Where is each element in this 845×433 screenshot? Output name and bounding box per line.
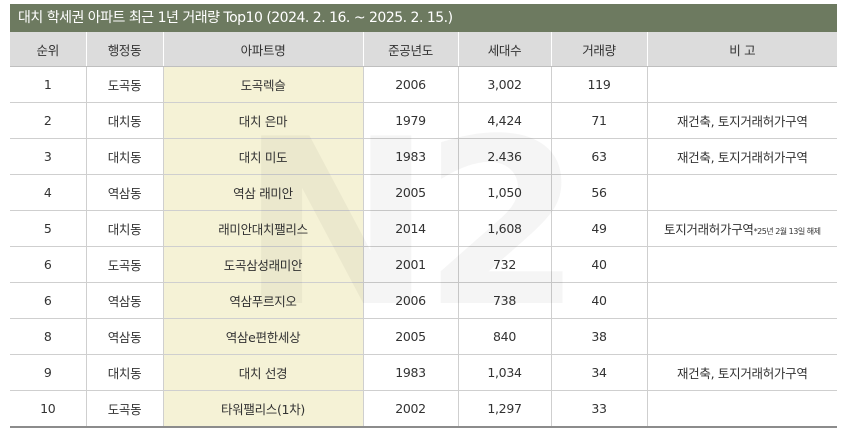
header-note: 비 고 [646, 32, 837, 67]
cell-rank: 2 [10, 102, 86, 139]
cell-households: 1,297 [457, 390, 551, 428]
cell-volume: 49 [550, 210, 647, 247]
cell-apartment: 도곡렉슬 [162, 66, 363, 103]
cell-apartment: 래미안대치팰리스 [162, 210, 363, 247]
cell-note [646, 390, 837, 428]
cell-rank: 4 [10, 174, 86, 211]
cell-note [646, 282, 837, 319]
cell-note: 재건축, 토지거래허가구역 [646, 138, 837, 175]
cell-year: 2005 [362, 318, 458, 355]
cell-year: 2006 [362, 66, 458, 103]
cell-year: 1979 [362, 102, 458, 139]
cell-households: 3,002 [457, 66, 551, 103]
header-volume: 거래량 [550, 32, 647, 67]
cell-dong: 대치동 [85, 354, 163, 391]
cell-households: 4,424 [457, 102, 551, 139]
cell-volume: 119 [550, 66, 647, 103]
cell-note [646, 318, 837, 355]
cell-note [646, 174, 837, 211]
note-text: 재건축, 토지거래허가구역 [676, 150, 808, 165]
header-row: 순위 행정동 아파트명 준공년도 세대수 거래량 비 고 [10, 32, 837, 67]
table-row: 6 도곡동 도곡삼성래미안 2001 732 40 [10, 246, 837, 283]
table-row: 6 역삼동 역삼푸르지오 2006 738 40 [10, 282, 837, 319]
cell-dong: 역삼동 [85, 318, 163, 355]
cell-year: 2014 [362, 210, 458, 247]
table-title: 대치 학세권 아파트 최근 1년 거래량 Top10 (2024. 2. 16.… [10, 4, 837, 32]
note-text: 재건축, 토지거래허가구역 [676, 366, 808, 381]
cell-year: 2002 [362, 390, 458, 428]
cell-note: 재건축, 토지거래허가구역 [646, 354, 837, 391]
cell-dong: 도곡동 [85, 66, 163, 103]
cell-note [646, 246, 837, 283]
cell-volume: 34 [550, 354, 647, 391]
top10-table: 순위 행정동 아파트명 준공년도 세대수 거래량 비 고 1 도곡동 도곡렉슬 … [10, 32, 837, 428]
cell-dong: 대치동 [85, 138, 163, 175]
cell-dong: 역삼동 [85, 282, 163, 319]
cell-rank: 5 [10, 210, 86, 247]
cell-households: 738 [457, 282, 551, 319]
cell-apartment: 역삼푸르지오 [162, 282, 363, 319]
cell-apartment: 대치 미도 [162, 138, 363, 175]
cell-apartment: 도곡삼성래미안 [162, 246, 363, 283]
cell-dong: 역삼동 [85, 174, 163, 211]
cell-note [646, 66, 837, 103]
note-text: 재건축, 토지거래허가구역 [676, 114, 808, 129]
cell-households: 1,608 [457, 210, 551, 247]
cell-note: 토지거래허가구역*25년 2월 13일 해제 [646, 210, 837, 247]
cell-year: 2006 [362, 282, 458, 319]
cell-volume: 40 [550, 282, 647, 319]
cell-dong: 도곡동 [85, 390, 163, 428]
cell-rank: 10 [10, 390, 86, 428]
cell-apartment: 대치 은마 [162, 102, 363, 139]
cell-apartment: 대치 선경 [162, 354, 363, 391]
cell-dong: 대치동 [85, 210, 163, 247]
cell-apartment: 역삼 래미안 [162, 174, 363, 211]
note-text: 토지거래허가구역 [664, 222, 754, 237]
table-row: 3 대치동 대치 미도 1983 2.436 63 재건축, 토지거래허가구역 [10, 138, 837, 175]
cell-households: 840 [457, 318, 551, 355]
table-row: 9 대치동 대치 선경 1983 1,034 34 재건축, 토지거래허가구역 [10, 354, 837, 391]
cell-volume: 38 [550, 318, 647, 355]
cell-rank: 6 [10, 282, 86, 319]
cell-households: 1,034 [457, 354, 551, 391]
note-small-text: *25년 2월 13일 해제 [753, 227, 821, 236]
cell-households: 2.436 [457, 138, 551, 175]
cell-rank: 9 [10, 354, 86, 391]
cell-rank: 8 [10, 318, 86, 355]
cell-volume: 63 [550, 138, 647, 175]
cell-note: 재건축, 토지거래허가구역 [646, 102, 837, 139]
table-row: 2 대치동 대치 은마 1979 4,424 71 재건축, 토지거래허가구역 [10, 102, 837, 139]
table-row: 8 역삼동 역삼e편한세상 2005 840 38 [10, 318, 837, 355]
header-households: 세대수 [457, 32, 551, 67]
cell-volume: 40 [550, 246, 647, 283]
cell-rank: 1 [10, 66, 86, 103]
table-row: 1 도곡동 도곡렉슬 2006 3,002 119 [10, 66, 837, 103]
cell-dong: 대치동 [85, 102, 163, 139]
cell-apartment: 타워팰리스(1차) [162, 390, 363, 428]
cell-volume: 71 [550, 102, 647, 139]
header-rank: 순위 [10, 32, 86, 67]
cell-year: 2001 [362, 246, 458, 283]
cell-volume: 56 [550, 174, 647, 211]
cell-year: 1983 [362, 354, 458, 391]
table-row: 10 도곡동 타워팰리스(1차) 2002 1,297 33 [10, 390, 837, 428]
cell-year: 1983 [362, 138, 458, 175]
cell-dong: 도곡동 [85, 246, 163, 283]
cell-apartment: 역삼e편한세상 [162, 318, 363, 355]
cell-rank: 3 [10, 138, 86, 175]
table-row: 5 대치동 래미안대치팰리스 2014 1,608 49 토지거래허가구역*25… [10, 210, 837, 247]
header-year: 준공년도 [362, 32, 458, 67]
header-apartment: 아파트명 [162, 32, 363, 67]
table-row: 4 역삼동 역삼 래미안 2005 1,050 56 [10, 174, 837, 211]
cell-households: 732 [457, 246, 551, 283]
cell-volume: 33 [550, 390, 647, 428]
header-dong: 행정동 [85, 32, 163, 67]
cell-households: 1,050 [457, 174, 551, 211]
cell-year: 2005 [362, 174, 458, 211]
cell-rank: 6 [10, 246, 86, 283]
